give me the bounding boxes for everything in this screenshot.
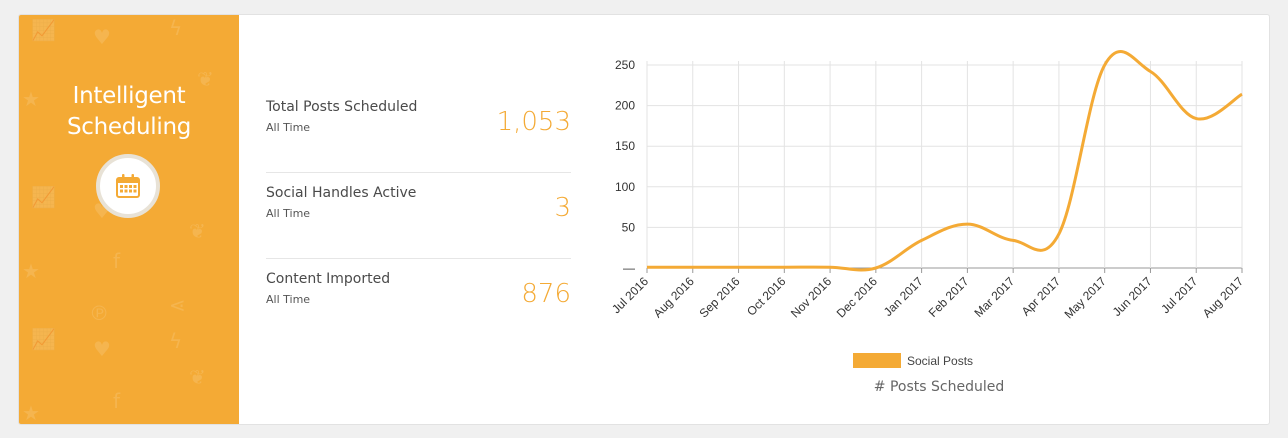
stat-value: 1,053 [496,107,571,137]
stat-label: Social Handles Active [266,185,417,201]
chart-caption: # Posts Scheduled [873,379,1005,395]
x-tick-label: Dec 2016 [834,274,880,320]
heart-icon: ♥ [93,25,111,49]
chart-icon: 📈 [31,327,56,351]
x-tick-label: Mar 2017 [972,274,1018,320]
stat-label: Content Imported [266,271,391,287]
y-tick-label: 200 [615,99,635,113]
x-tick-label: Jul 2016 [609,274,651,316]
legend-label: Social Posts [907,353,974,368]
x-tick-label: Jul 2017 [1158,274,1200,316]
panel-title-line1: Intelligent [72,83,186,109]
x-tick-label: Oct 2016 [744,274,789,319]
x-tick-label: Jan 2017 [881,274,926,319]
share-icon: ⋖ [169,293,186,317]
bird-icon: ❦ [189,365,206,389]
bolt-icon: ϟ [169,329,183,353]
calendar-badge [96,154,160,218]
legend-swatch [853,353,901,368]
star-icon: ★ [22,401,40,425]
x-tick-label: May 2017 [1062,274,1109,321]
heart-icon: ♥ [93,337,111,361]
stat-period: All Time [266,207,311,220]
stat-period: All Time [266,293,311,306]
star-icon: ★ [22,87,40,111]
background-pattern: 📈 ♥ ϟ ★ ❦ 📈 ♥ ❦ ★ f ℗ ⋖ 📈 ♥ ϟ ❦ ★ f [19,15,239,425]
stat-period: All Time [266,121,311,134]
y-tick-label: 100 [615,180,635,194]
x-tick-label: Apr 2017 [1019,274,1064,319]
star-icon: ★ [22,259,40,283]
stats-list: Total Posts Scheduled All Time 1,053 Soc… [266,87,571,345]
x-tick-label: Aug 2016 [651,274,697,320]
stat-social-handles: Social Handles Active All Time 3 [266,173,571,259]
facebook-icon: f [113,249,121,273]
stat-value: 876 [521,279,571,309]
x-tick-label: Feb 2017 [926,274,972,320]
posts-chart: — 50 100 150 200 250 Jul 2016 Aug 2016 Sep 2016 O… [589,43,1259,423]
x-tick-label: Sep 2016 [696,274,742,320]
stat-value: 3 [554,193,571,223]
x-tick-label: Jun 2017 [1110,274,1155,319]
stat-total-posts: Total Posts Scheduled All Time 1,053 [266,87,571,173]
chart-legend[interactable]: Social Posts [853,353,973,368]
bolt-icon: ϟ [169,16,183,40]
y-tick-label: 150 [615,139,635,153]
x-tick-label: Nov 2016 [788,274,834,320]
scheduling-card: 📈 ♥ ϟ ★ ❦ 📈 ♥ ❦ ★ f ℗ ⋖ 📈 ♥ ϟ ❦ ★ f Inte… [18,14,1270,425]
line-chart: — 50 100 150 200 250 Jul 2016 Aug 2016 Sep 2016 O… [609,50,1246,321]
chart-icon: 📈 [31,18,56,42]
chart-icon: 📈 [31,185,56,209]
panel-title-line2: Scheduling [66,114,192,140]
bird-icon: ❦ [189,219,206,243]
stat-content-imported: Content Imported All Time 876 [266,259,571,345]
facebook-icon: f [113,389,121,413]
x-tick-label: Aug 2017 [1200,274,1246,320]
pinterest-icon: ℗ [89,301,109,325]
series-line-social-posts [647,50,1243,272]
calendar-icon [116,174,140,198]
feature-panel: 📈 ♥ ϟ ★ ❦ 📈 ♥ ❦ ★ f ℗ ⋖ 📈 ♥ ϟ ❦ ★ f Inte… [19,15,239,425]
panel-title: Intelligent Scheduling [19,81,239,143]
stat-label: Total Posts Scheduled [266,99,418,115]
y-tick-label: 250 [615,58,635,72]
y-tick-label: 50 [622,220,636,234]
y-tick-label: — [623,261,635,275]
bird-icon: ❦ [197,67,214,91]
